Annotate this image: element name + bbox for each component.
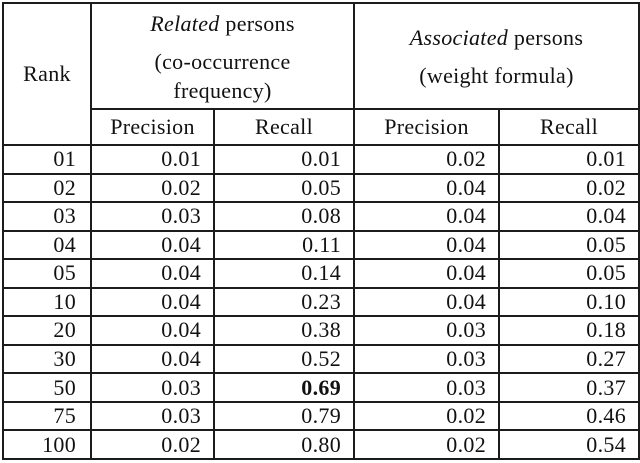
value-cell: 0.04 — [498, 201, 640, 232]
rank-cell: 75 — [2, 400, 92, 432]
value-cell: 0.52 — [213, 343, 355, 375]
rank-cell: 05 — [2, 258, 92, 289]
subtitle-line: frequency) — [173, 77, 272, 103]
table-row: 02 0.02 0.05 0.04 0.02 — [2, 172, 640, 204]
value-cell: 0.04 — [353, 229, 500, 261]
table-row: 01 0.01 0.01 0.02 0.01 — [2, 144, 640, 175]
related-precision-header: Precision — [90, 108, 215, 146]
table-header: Rank Related persons (co-occurrence freq… — [2, 2, 640, 146]
value-cell: 0.04 — [90, 343, 215, 375]
value-cell: 0.79 — [213, 400, 355, 432]
sub-header-row: Precision Recall Precision Recall — [3, 108, 640, 146]
value-cell: 0.02 — [90, 172, 215, 204]
rank-cell: 20 — [2, 315, 92, 346]
table-row: 03 0.03 0.08 0.04 0.04 — [2, 201, 640, 232]
table-row: 50 0.03 0.69 0.03 0.37 — [2, 372, 640, 403]
value-cell: 0.03 — [90, 201, 215, 232]
value-cell: 0.27 — [498, 343, 640, 375]
related-recall-header: Recall — [213, 108, 355, 146]
value-cell: 0.01 — [213, 144, 355, 175]
associated-persons-group-header: Associated persons (weight formula) — [353, 2, 640, 110]
rank-cell: 50 — [2, 372, 92, 403]
subtitle-line: (weight formula) — [419, 63, 574, 88]
rank-cell: 04 — [2, 229, 92, 261]
related-persons-subtitle: (co-occurrence frequency) — [93, 47, 352, 105]
group-header-row: Rank Related persons (co-occurrence freq… — [2, 2, 640, 146]
value-cell: 0.03 — [90, 372, 215, 403]
table-row: 100 0.02 0.80 0.02 0.54 — [2, 429, 640, 460]
value-cell: 0.04 — [90, 315, 215, 346]
rank-column-header: Rank — [2, 2, 92, 146]
value-cell: 0.04 — [353, 286, 500, 318]
value-cell: 0.23 — [213, 286, 355, 318]
associated-recall-header: Recall — [498, 108, 640, 146]
associated-persons-title: Associated persons — [356, 22, 637, 54]
table-row: 04 0.04 0.11 0.04 0.05 — [2, 229, 640, 261]
value-cell: 0.54 — [498, 429, 640, 460]
value-cell: 0.02 — [90, 429, 215, 460]
value-cell: 0.04 — [353, 201, 500, 232]
table-row: 05 0.04 0.14 0.04 0.05 — [2, 258, 640, 289]
subtitle-line: (co-occurrence — [154, 48, 291, 74]
rank-cell: 30 — [2, 343, 92, 375]
value-cell: 0.03 — [353, 315, 500, 346]
related-persons-title: Related persons — [93, 8, 352, 40]
value-cell: 0.04 — [353, 258, 500, 289]
value-cell: 0.04 — [90, 258, 215, 289]
value-cell: 0.02 — [498, 172, 640, 204]
rank-cell: 10 — [2, 286, 92, 318]
value-cell: 0.11 — [213, 229, 355, 261]
rank-cell: 100 — [2, 429, 92, 460]
associated-persons-subtitle: (weight formula) — [356, 61, 637, 90]
value-cell: 0.03 — [353, 343, 500, 375]
value-cell: 0.02 — [353, 144, 500, 175]
related-title-rest: persons — [225, 10, 295, 36]
value-cell: 0.46 — [498, 400, 640, 432]
value-cell: 0.03 — [353, 372, 500, 403]
associated-title-rest: persons — [513, 25, 584, 50]
value-cell: 0.03 — [90, 400, 215, 432]
value-cell: 0.04 — [90, 229, 215, 261]
value-cell: 0.02 — [353, 429, 500, 460]
table-row: 10 0.04 0.23 0.04 0.10 — [2, 286, 640, 318]
value-cell: 0.14 — [213, 258, 355, 289]
value-cell: 0.37 — [498, 372, 640, 403]
value-cell: 0.38 — [213, 315, 355, 346]
value-cell: 0.01 — [90, 144, 215, 175]
rank-cell: 02 — [2, 172, 92, 204]
value-cell: 0.04 — [353, 172, 500, 204]
value-cell: 0.05 — [213, 172, 355, 204]
associated-precision-header: Precision — [353, 108, 500, 146]
value-cell: 0.69 — [213, 372, 355, 403]
related-italic-word: Related — [150, 10, 220, 36]
value-cell: 0.18 — [498, 315, 640, 346]
associated-italic-word: Associated — [409, 25, 509, 50]
value-cell: 0.10 — [498, 286, 640, 318]
value-cell: 0.05 — [498, 258, 640, 289]
value-cell: 0.08 — [213, 201, 355, 232]
value-cell: 0.02 — [353, 400, 500, 432]
value-cell: 0.01 — [498, 144, 640, 175]
table-body: 01 0.01 0.01 0.02 0.01 02 0.02 0.05 0.04 0.02 03 0.… — [2, 144, 640, 460]
value-cell: 0.04 — [90, 286, 215, 318]
table-row: 20 0.04 0.38 0.03 0.18 — [2, 315, 640, 346]
value-cell: 0.80 — [213, 429, 355, 460]
table-row: 30 0.04 0.52 0.03 0.27 — [2, 343, 640, 375]
table-row: 75 0.03 0.79 0.02 0.46 — [2, 400, 640, 432]
related-persons-group-header: Related persons (co-occurrence frequency… — [90, 2, 355, 110]
rank-cell: 01 — [2, 144, 92, 175]
value-cell: 0.05 — [498, 229, 640, 261]
rank-cell: 03 — [2, 201, 92, 232]
